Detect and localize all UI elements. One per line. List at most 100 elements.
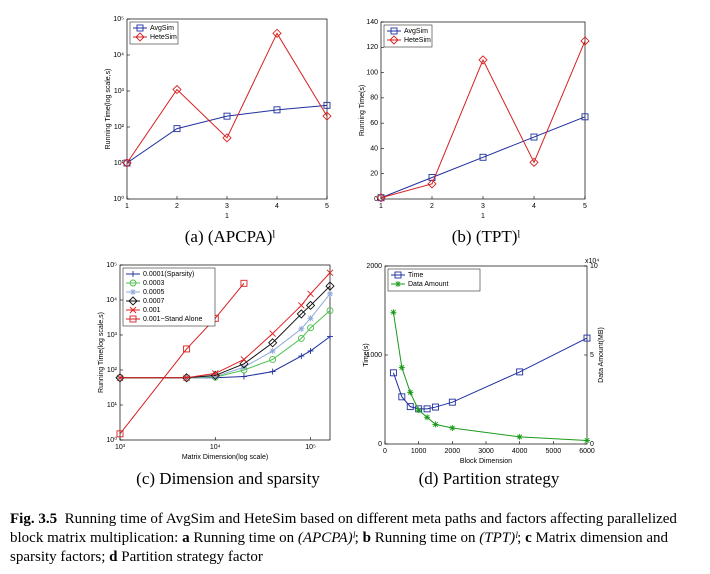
marker bbox=[424, 414, 431, 421]
marker bbox=[123, 159, 131, 167]
chart-title: (b) (TPT)ˡ bbox=[452, 227, 521, 246]
marker bbox=[269, 330, 276, 337]
marker bbox=[423, 405, 431, 413]
series-line bbox=[392, 312, 588, 441]
legend-label: 0.001 bbox=[143, 307, 161, 314]
marker bbox=[298, 302, 305, 309]
y-tick-label: 2000 bbox=[366, 263, 382, 270]
marker bbox=[128, 296, 138, 306]
marker bbox=[269, 356, 277, 363]
y-tick-label: 140 bbox=[366, 19, 378, 26]
y-tick-label: 10⁵ bbox=[106, 262, 117, 269]
marker bbox=[211, 370, 219, 377]
marker bbox=[432, 403, 439, 411]
chart-title: (a) (APCPA)ˡ bbox=[185, 227, 276, 246]
y-tick-label: 80 bbox=[370, 95, 378, 102]
marker bbox=[581, 113, 589, 121]
marker bbox=[212, 373, 219, 380]
caption-text: Running time of AvgSim and HeteSim based… bbox=[10, 511, 681, 546]
x-axis-label: 1 bbox=[481, 213, 485, 220]
y-axis-label: Time(s) bbox=[363, 343, 370, 366]
marker bbox=[181, 373, 192, 383]
marker bbox=[325, 281, 335, 291]
marker bbox=[268, 338, 278, 348]
y-axis-label: Running Time(log scale,s) bbox=[98, 312, 105, 393]
marker bbox=[376, 193, 386, 203]
marker bbox=[269, 368, 276, 375]
x-tick-label: 10³ bbox=[115, 444, 126, 451]
marker bbox=[580, 36, 590, 46]
marker bbox=[516, 433, 523, 440]
marker bbox=[390, 27, 398, 35]
y-tick-label: 10² bbox=[107, 367, 118, 374]
x-axis-label: Block Dimension bbox=[460, 458, 512, 465]
marker bbox=[530, 133, 538, 141]
caption-text: Matrix dimension and sparsity factors; bbox=[10, 530, 672, 565]
y-axis-label: Running Time(log scale,s) bbox=[105, 69, 112, 150]
marker bbox=[516, 368, 524, 376]
caption-text: d bbox=[109, 549, 118, 565]
legend-box bbox=[387, 268, 481, 292]
legend-label: 0.001−Stand Alone bbox=[143, 316, 202, 323]
marker bbox=[427, 179, 437, 189]
marker bbox=[415, 407, 422, 414]
x-tick-label: 3 bbox=[481, 203, 485, 210]
caption-text: (APCPA)ˡ bbox=[297, 530, 355, 546]
y-tick-label: 100 bbox=[366, 69, 378, 76]
marker bbox=[115, 373, 125, 383]
series-line bbox=[380, 40, 586, 199]
legend-label: 0.0005 bbox=[143, 289, 165, 296]
y2-tick-label: 10 bbox=[590, 263, 598, 270]
marker bbox=[273, 106, 281, 114]
marker bbox=[583, 334, 591, 342]
marker bbox=[407, 389, 414, 396]
marker bbox=[136, 24, 144, 32]
y-tick-label: 0 bbox=[378, 441, 382, 448]
y-tick-label: 20 bbox=[370, 171, 378, 178]
y-tick-label: 10⁴ bbox=[106, 297, 117, 304]
x-axis-label: Matrix Dimension(log scale) bbox=[182, 454, 268, 461]
marker bbox=[406, 403, 414, 411]
marker bbox=[240, 279, 248, 287]
marker bbox=[183, 374, 190, 382]
y-tick-label: 10⁰ bbox=[113, 195, 124, 203]
marker bbox=[394, 271, 402, 279]
plot-frame bbox=[119, 264, 331, 441]
marker bbox=[449, 424, 456, 431]
marker bbox=[116, 374, 124, 382]
y-tick-label: 10¹ bbox=[107, 402, 118, 409]
y-tick-label: 10³ bbox=[107, 332, 118, 339]
y-tick-label: 10¹ bbox=[114, 160, 125, 167]
legend-label: Time bbox=[408, 272, 423, 279]
x-tick-label: 10⁴ bbox=[210, 444, 221, 451]
y2-tick-label: 0 bbox=[590, 441, 594, 448]
y-axis-label: Running Time(s) bbox=[359, 85, 366, 136]
x-tick-label: 3 bbox=[225, 203, 229, 210]
marker bbox=[479, 153, 487, 161]
y2-tick-label: 5 bbox=[590, 352, 594, 359]
marker bbox=[130, 289, 136, 295]
marker bbox=[323, 101, 331, 109]
legend-label: 0.0007 bbox=[143, 298, 165, 305]
marker bbox=[584, 437, 590, 444]
series-line bbox=[126, 32, 328, 164]
caption-text: (TPT)ˡ bbox=[479, 530, 518, 546]
legend-label: HeteSim bbox=[150, 34, 177, 41]
marker bbox=[130, 271, 136, 277]
marker bbox=[296, 309, 306, 319]
marker bbox=[116, 430, 124, 438]
marker bbox=[129, 315, 137, 323]
x-tick-label: 2000 bbox=[445, 448, 461, 455]
series-line bbox=[380, 116, 586, 199]
legend-label: AvgSim bbox=[150, 25, 174, 32]
marker bbox=[398, 393, 406, 401]
marker bbox=[307, 347, 314, 354]
x-axis-label: 1 bbox=[225, 213, 229, 220]
marker bbox=[390, 309, 397, 316]
marker bbox=[298, 325, 305, 332]
x-tick-label: 3000 bbox=[478, 448, 494, 455]
caption-text: Fig. 3.5 bbox=[10, 511, 58, 527]
series-line bbox=[392, 337, 588, 410]
legend-label: 0.0001(Sparsity) bbox=[143, 271, 194, 278]
marker bbox=[173, 125, 181, 133]
